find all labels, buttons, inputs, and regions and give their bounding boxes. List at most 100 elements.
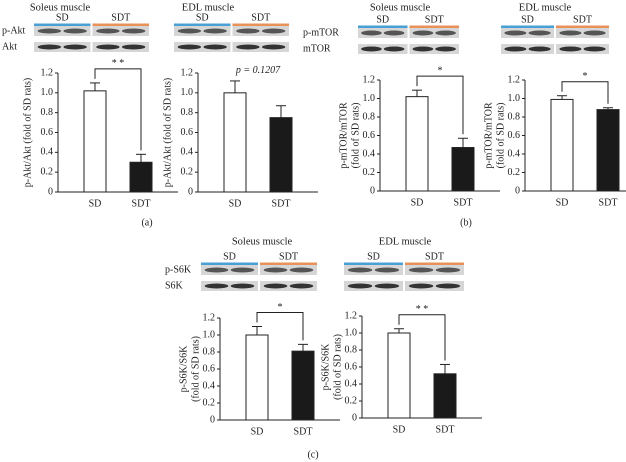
blot-group-label: SDT xyxy=(425,251,444,262)
y-tick-label: 0.6 xyxy=(181,127,194,138)
blot-strip xyxy=(556,44,609,54)
panel-label: (a) xyxy=(141,217,152,228)
blot-band xyxy=(435,30,456,36)
significance-bracket xyxy=(416,75,464,135)
blot-band xyxy=(347,267,373,273)
blot-strip xyxy=(92,26,149,36)
y-tick-label: 0.6 xyxy=(363,130,376,141)
y-tick-label: 0 xyxy=(352,412,357,423)
blot-band xyxy=(412,30,434,36)
x-tick-label: SD xyxy=(411,197,424,208)
blot-strip xyxy=(501,28,554,38)
y-tick-label: 0 xyxy=(210,414,215,425)
y-axis-label-line: p-Akt/Akt (fold of SD rats) xyxy=(22,78,33,187)
x-tick-label: SD xyxy=(89,198,102,209)
blot-band xyxy=(559,46,582,52)
y-tick-label: 0.8 xyxy=(181,107,194,118)
x-tick-label: SDT xyxy=(272,198,291,209)
y-axis-label-line: p-mTOR/mTOR xyxy=(483,102,494,169)
blot-strip xyxy=(232,42,289,52)
bar xyxy=(405,96,429,192)
blot-band xyxy=(361,46,382,52)
y-tick-label: 0.8 xyxy=(508,111,521,122)
blot-band xyxy=(121,44,146,50)
blot-band xyxy=(559,30,582,36)
y-tick-label: 0 xyxy=(188,186,193,197)
blot-strip xyxy=(405,281,464,291)
blot-band xyxy=(347,283,373,289)
blot-band xyxy=(204,267,229,273)
y-tick-label: 0.2 xyxy=(203,397,216,408)
y-tick-label: 0.2 xyxy=(345,395,358,406)
blot-strip xyxy=(174,26,231,36)
blot-group-label: SD xyxy=(196,12,209,23)
x-tick-label: SDT xyxy=(294,426,313,437)
blot-band xyxy=(236,28,260,34)
y-axis-label-line: p-mTOR/mTOR xyxy=(338,102,349,169)
y-tick-label: 0.4 xyxy=(41,147,54,158)
blot-strip xyxy=(358,44,408,54)
blot-group-label: SD xyxy=(367,251,380,262)
blot-row-label: p-Akt xyxy=(2,25,26,36)
y-tick-label: 0.4 xyxy=(363,148,376,159)
blot-strip xyxy=(232,26,289,36)
y-axis-label: p-S6K/S6K (fold of SD rats) xyxy=(178,336,201,402)
y-axis-label-line: (fold of SD rats) xyxy=(332,334,343,400)
y-tick-label: 0.2 xyxy=(181,166,194,177)
blot-band xyxy=(177,28,202,34)
y-tick-label: 1.2 xyxy=(508,74,521,85)
blot-group-label: SDT xyxy=(425,14,444,25)
y-tick-label: 1.0 xyxy=(41,87,54,98)
chart-title: Soleus muscle xyxy=(30,2,91,13)
blot-strip xyxy=(34,42,91,52)
blot-band xyxy=(583,30,606,36)
blot-strip xyxy=(409,44,459,54)
blot-band xyxy=(408,283,434,289)
y-axis-label-line: p-S6K/S6K xyxy=(320,343,331,390)
y-axis-label: p-Akt/Akt (fold of SD rats) xyxy=(22,78,33,187)
blot-band xyxy=(408,267,434,273)
bar xyxy=(387,332,411,419)
y-axis-label-line: p-S6K/S6K xyxy=(178,345,189,392)
significance-bracket xyxy=(256,312,304,341)
blot-group-label: SD xyxy=(376,14,389,25)
y-tick-label: 0.8 xyxy=(203,346,216,357)
bar xyxy=(269,117,293,193)
blot-band xyxy=(261,28,286,34)
blot-strip xyxy=(358,28,408,38)
blot-band xyxy=(528,46,551,52)
x-tick-label: SD xyxy=(229,198,242,209)
blot-row-label: p-mTOR xyxy=(303,27,339,38)
y-tick-label: 1.0 xyxy=(363,93,376,104)
y-tick-label: 0.8 xyxy=(345,344,358,355)
chart-title: Soleus muscle xyxy=(232,236,293,247)
blot-band xyxy=(230,283,255,289)
y-tick-label: 0.2 xyxy=(41,166,54,177)
bar xyxy=(223,92,247,193)
blot-band xyxy=(37,28,62,34)
blot-band xyxy=(263,283,288,289)
blot-band xyxy=(96,28,120,34)
x-tick-label: SDT xyxy=(599,197,618,208)
blot-band xyxy=(435,283,461,289)
significance-mark: * xyxy=(278,302,283,313)
bar xyxy=(433,373,457,419)
blot-group-label: SDT xyxy=(111,12,130,23)
blot-band xyxy=(37,44,62,50)
significance-mark: * xyxy=(583,71,588,82)
bar xyxy=(83,90,107,193)
blot-group-label: SD xyxy=(223,251,236,262)
blot-strip xyxy=(501,44,554,54)
blot-group-label: SD xyxy=(56,12,69,23)
x-tick-label: SD xyxy=(556,197,569,208)
y-tick-label: 0.2 xyxy=(508,167,521,178)
blot-row-label: p-S6K xyxy=(165,264,192,275)
x-tick-label: SD xyxy=(251,426,264,437)
y-tick-label: 0.4 xyxy=(203,380,216,391)
blot-band xyxy=(583,46,606,52)
y-tick-label: 0.8 xyxy=(41,107,54,118)
blot-band xyxy=(289,267,314,273)
significance-bracket xyxy=(94,68,142,151)
blot-band xyxy=(204,283,229,289)
